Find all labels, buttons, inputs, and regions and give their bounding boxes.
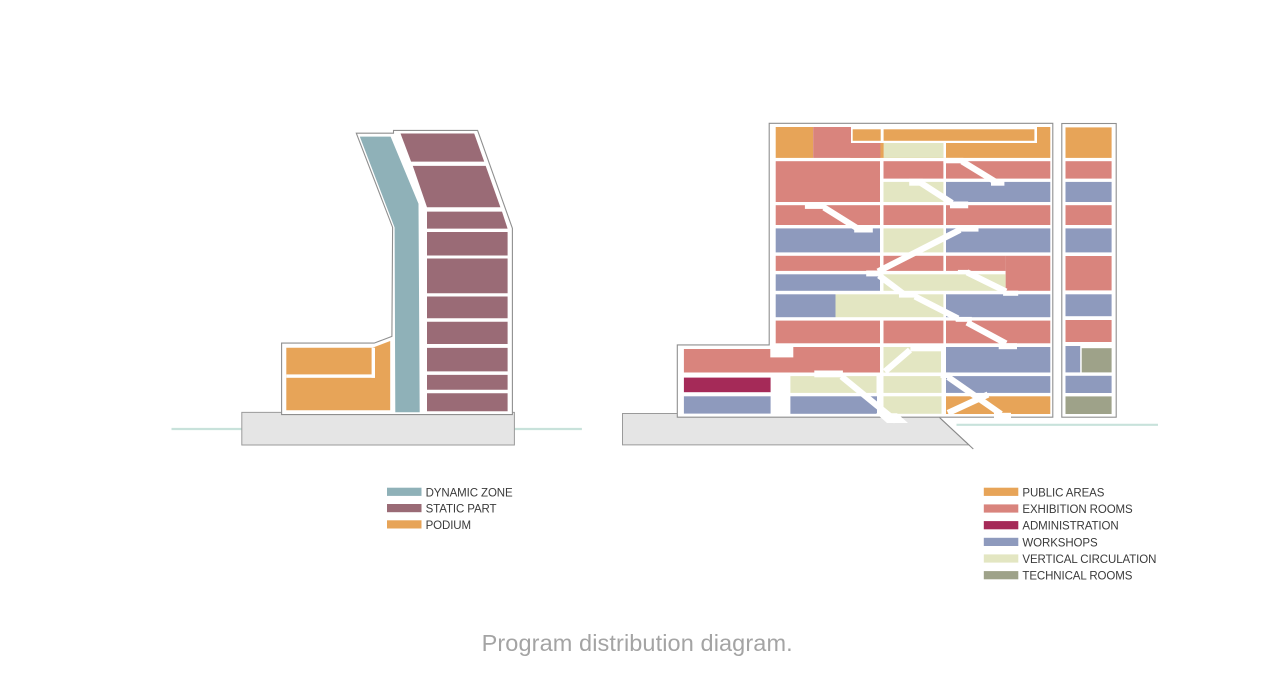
svg-text:PUBLIC AREAS: PUBLIC AREAS xyxy=(1022,487,1104,499)
svg-text:PODIUM: PODIUM xyxy=(426,520,471,532)
svg-text:Program distribution diagram.: Program distribution diagram. xyxy=(482,630,793,656)
svg-text:STATIC PART: STATIC PART xyxy=(426,504,497,516)
svg-text:EXHIBITION ROOMS: EXHIBITION ROOMS xyxy=(1022,504,1133,516)
svg-text:TECHNICAL ROOMS: TECHNICAL ROOMS xyxy=(1022,571,1132,583)
svg-text:DYNAMIC ZONE: DYNAMIC ZONE xyxy=(426,487,513,499)
svg-text:VERTICAL CIRCULATION: VERTICAL CIRCULATION xyxy=(1022,554,1156,566)
svg-text:ADMINISTRATION: ADMINISTRATION xyxy=(1022,521,1118,533)
svg-text:WORKSHOPS: WORKSHOPS xyxy=(1022,537,1098,549)
